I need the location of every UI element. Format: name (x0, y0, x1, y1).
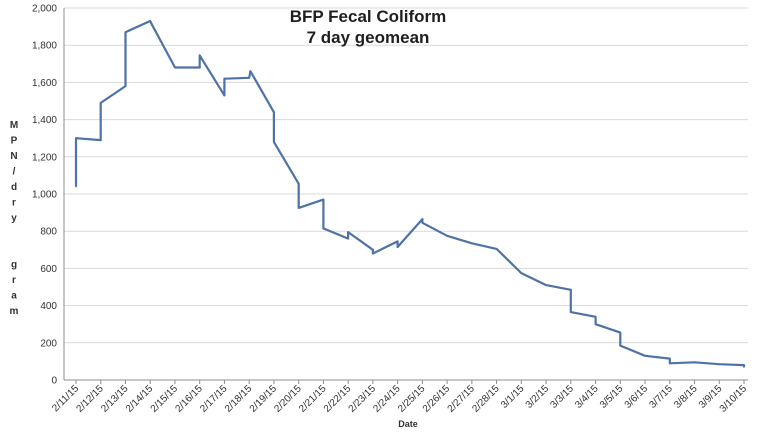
y-tick-label: 200 (40, 338, 57, 349)
data-point (545, 284, 547, 286)
y-tick-label: 1,000 (32, 190, 57, 201)
data-point (248, 76, 250, 79)
data-point (372, 249, 374, 251)
chart-title-line2: 7 day geomean (307, 28, 430, 47)
data-point (421, 218, 424, 220)
y-axis-label-char: / (13, 167, 16, 178)
data-point (149, 20, 152, 22)
x-tick-label: 3/1/15 (499, 383, 527, 411)
y-tick-label: 800 (40, 227, 57, 238)
data-point (594, 315, 597, 318)
data-point (347, 237, 349, 240)
x-tick-label: 3/10/15 (718, 383, 750, 415)
data-point (718, 363, 721, 365)
y-tick-label: 1,200 (32, 152, 57, 163)
data-point (75, 185, 77, 188)
data-point (223, 77, 226, 80)
x-axis-label: Date (398, 419, 418, 429)
data-point (495, 248, 498, 250)
x-tick-label: 3/8/15 (672, 383, 700, 411)
data-point (743, 366, 745, 368)
x-tick-label: 3/5/15 (598, 383, 626, 411)
data-point (322, 198, 325, 201)
data-point (198, 66, 201, 69)
y-axis-label-char: g (11, 260, 17, 271)
data-point (174, 66, 176, 69)
data-point (347, 231, 349, 233)
data-point (619, 344, 622, 347)
data-point (396, 240, 399, 243)
y-axis-label-char: M (10, 120, 18, 131)
x-tick-label: 3/7/15 (647, 383, 675, 411)
data-point (594, 323, 597, 326)
data-point (322, 227, 325, 230)
data-point (693, 361, 696, 364)
x-tick-label: 3/4/15 (573, 383, 601, 411)
data-point (471, 242, 473, 245)
y-tick-label: 400 (40, 301, 57, 312)
data-point (372, 252, 374, 255)
data-point (421, 222, 424, 224)
y-tick-label: 600 (40, 264, 57, 275)
data-point (99, 139, 102, 141)
y-axis-label-char: r (12, 198, 16, 209)
x-tick-label: 3/3/15 (548, 383, 576, 411)
chart-title-line1: BFP Fecal Coliform (290, 7, 447, 26)
y-axis-label-char: N (10, 151, 17, 162)
x-tick-label: 3/2/15 (524, 383, 552, 411)
series-layer (74, 19, 746, 368)
y-axis-label-char: y (11, 213, 17, 224)
data-point (150, 23, 153, 25)
data-point (75, 137, 77, 139)
y-axis-ticks: 0 200 400 600 800 1,000 1,200 1,400 1,600 1,800 2,… (32, 4, 57, 387)
y-axis-label-char: m (10, 306, 19, 317)
y-axis-label-char: a (11, 291, 17, 302)
data-point (297, 207, 300, 209)
data-point (570, 311, 572, 313)
y-tick-label: 1,800 (32, 41, 57, 52)
y-tick-label: 1,600 (32, 78, 57, 89)
x-axis-ticks: 2/11/152/12/152/13/152/14/152/15/152/16/… (50, 380, 749, 415)
data-point (99, 102, 102, 104)
x-tick-label: 2/28/15 (470, 383, 502, 415)
data-point (273, 141, 275, 143)
x-tick-label: 3/6/15 (623, 383, 651, 411)
data-point (446, 235, 448, 237)
data-point (124, 31, 127, 33)
data-point (619, 331, 622, 334)
y-tick-label: 1,400 (32, 115, 57, 126)
data-point (644, 355, 646, 357)
gridlines (64, 7, 748, 344)
y-tick-label: 0 (51, 376, 57, 387)
data-point (743, 364, 745, 366)
data-point (124, 85, 127, 87)
data-point (520, 272, 523, 274)
data-point (223, 94, 226, 97)
y-axis-label-char: P (11, 136, 18, 147)
y-axis-label-char: r (12, 275, 16, 286)
data-point (570, 288, 572, 291)
data-point (198, 54, 201, 57)
y-axis-label-char: d (11, 182, 17, 193)
data-point (273, 111, 275, 113)
data-point (249, 70, 252, 73)
data-point (668, 357, 671, 360)
y-tick-label: 2,000 (32, 4, 57, 15)
data-point (297, 182, 300, 185)
data-point (396, 246, 399, 248)
data-point (668, 362, 671, 365)
